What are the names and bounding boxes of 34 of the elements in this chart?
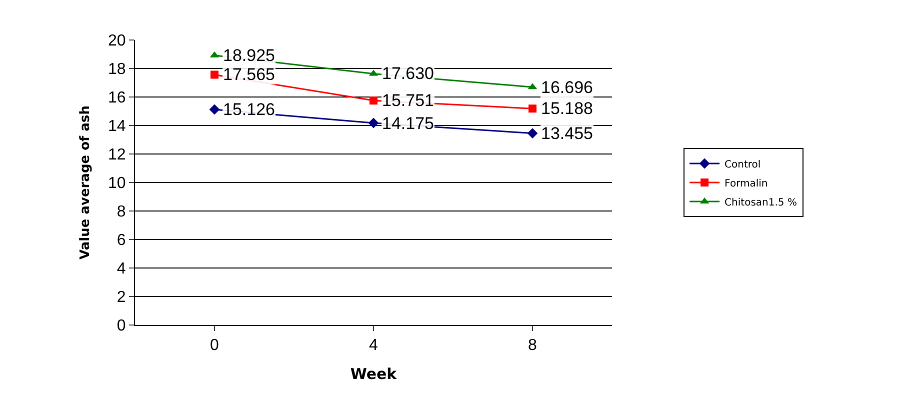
point xyxy=(528,104,536,113)
data-label: 18.925 xyxy=(223,46,275,65)
point xyxy=(527,128,538,138)
data-label: 17.630 xyxy=(382,64,434,83)
y-axis-title: Value average of ash xyxy=(78,106,93,260)
point xyxy=(368,118,379,128)
data-label: 13.455 xyxy=(541,124,593,143)
y-tick-label: 6 xyxy=(116,232,126,250)
x-tick-label: 8 xyxy=(528,337,538,354)
x-axis-title: Week xyxy=(350,365,398,384)
y-tick-label: 8 xyxy=(116,204,126,221)
y-tick-label: 18 xyxy=(108,61,126,78)
point xyxy=(210,70,218,79)
data-label: 16.696 xyxy=(541,78,593,97)
y-tick-label: 10 xyxy=(108,175,126,192)
legend-label: Chitosan1.5 % xyxy=(724,197,797,208)
y-tick-label: 20 xyxy=(108,32,126,50)
x-tick-label: 0 xyxy=(210,337,220,354)
data-label: 15.126 xyxy=(223,100,275,119)
y-tick-label: 4 xyxy=(116,260,126,278)
point xyxy=(209,104,220,115)
data-label: 15.751 xyxy=(382,91,434,110)
legend-label: Control xyxy=(724,159,761,170)
data-label: 17.565 xyxy=(223,65,275,84)
x-tick-label: 4 xyxy=(369,337,378,354)
data-label: 15.188 xyxy=(541,99,593,118)
legend-label: Formalin xyxy=(724,178,768,190)
y-tick-label: 2 xyxy=(116,289,126,306)
y-tick-label: 12 xyxy=(108,146,126,164)
point xyxy=(370,96,378,105)
y-tick-label: 16 xyxy=(108,90,126,107)
y-tick-label: 14 xyxy=(108,118,126,136)
data-label: 14.175 xyxy=(382,114,434,133)
y-tick-label: 0 xyxy=(116,318,126,335)
